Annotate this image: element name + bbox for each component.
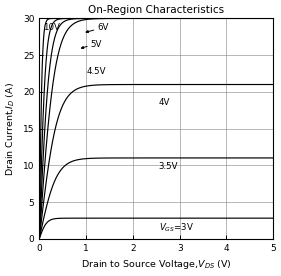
Text: 4.5V: 4.5V [87, 67, 106, 76]
Y-axis label: Drain Current,$I_D$ (A): Drain Current,$I_D$ (A) [5, 81, 17, 176]
Text: 6V: 6V [98, 23, 109, 32]
Text: $V_{GS}$=3V: $V_{GS}$=3V [158, 221, 194, 234]
Text: 5V: 5V [91, 40, 102, 49]
Text: 4V: 4V [158, 98, 170, 107]
Text: 3.5V: 3.5V [158, 162, 178, 171]
X-axis label: Drain to Source Voltage,$V_{DS}$ (V): Drain to Source Voltage,$V_{DS}$ (V) [81, 258, 232, 271]
Text: 10V: 10V [43, 23, 60, 32]
Title: On-Region Characteristics: On-Region Characteristics [88, 5, 224, 15]
